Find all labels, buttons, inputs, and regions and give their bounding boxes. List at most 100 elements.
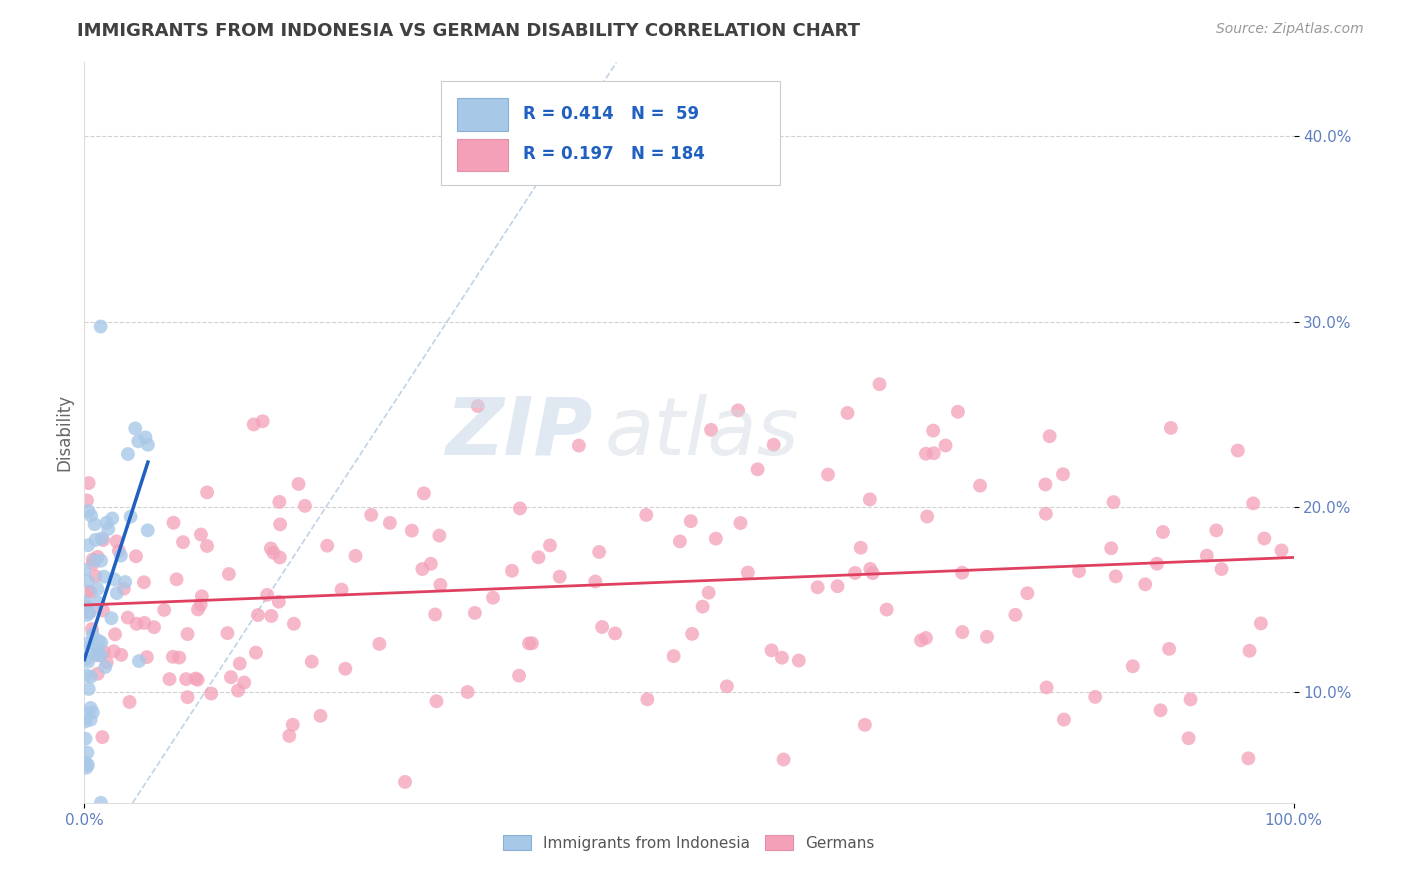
Point: [869, 377, 891, 392]
Point: [176, 627, 198, 641]
Point: [309, 709, 332, 723]
Point: [187, 602, 209, 616]
Point: [246, 608, 269, 623]
Point: [509, 501, 531, 516]
Point: [128, 654, 150, 668]
Point: [217, 626, 239, 640]
Point: [80, 622, 103, 636]
Point: [87, 666, 110, 681]
Point: [378, 516, 401, 530]
Point: [117, 447, 139, 461]
Point: [101, 511, 124, 525]
Point: [167, 650, 190, 665]
Point: [260, 609, 283, 624]
Point: [90, 648, 112, 663]
Point: [77, 538, 100, 552]
Point: [77, 574, 100, 588]
Point: [124, 421, 146, 435]
Point: [191, 589, 214, 603]
Point: [669, 534, 692, 549]
Point: [1102, 495, 1125, 509]
Point: [915, 509, 938, 524]
Point: [166, 572, 188, 586]
Point: [82, 627, 104, 641]
Point: [200, 687, 222, 701]
Point: [950, 625, 973, 640]
Point: [807, 580, 830, 594]
Point: [233, 675, 256, 690]
Point: [187, 673, 209, 687]
Point: [1146, 557, 1168, 571]
Point: [761, 643, 783, 657]
Point: [76, 584, 98, 599]
Point: [77, 476, 100, 491]
Point: [747, 462, 769, 476]
Point: [76, 706, 98, 721]
Point: [1211, 562, 1233, 576]
Point: [229, 657, 252, 671]
Point: [1195, 549, 1218, 563]
Point: [190, 598, 212, 612]
Point: [425, 607, 447, 622]
Point: [79, 701, 101, 715]
Point: [1004, 607, 1026, 622]
Point: [876, 602, 898, 616]
Point: [86, 582, 108, 596]
Point: [90, 532, 112, 546]
Point: [278, 729, 301, 743]
Point: [75, 714, 97, 729]
Point: [1035, 507, 1057, 521]
Point: [605, 626, 627, 640]
Point: [263, 546, 285, 560]
FancyBboxPatch shape: [457, 138, 508, 171]
Point: [394, 775, 416, 789]
Point: [134, 615, 156, 630]
Point: [859, 562, 882, 576]
Point: [136, 438, 159, 452]
Point: [1035, 477, 1057, 491]
Point: [946, 405, 969, 419]
Text: Source: ZipAtlas.com: Source: ZipAtlas.com: [1216, 22, 1364, 37]
Point: [1270, 543, 1292, 558]
Point: [125, 616, 148, 631]
Point: [915, 631, 938, 645]
Point: [922, 424, 945, 438]
Point: [425, 694, 447, 708]
Point: [184, 672, 207, 686]
Point: [87, 644, 110, 658]
Point: [83, 517, 105, 532]
Point: [73, 595, 96, 609]
Point: [429, 578, 451, 592]
Point: [112, 582, 135, 596]
Point: [96, 655, 118, 669]
Text: R = 0.414   N =  59: R = 0.414 N = 59: [523, 104, 699, 122]
Text: atlas: atlas: [605, 393, 799, 472]
Point: [1084, 690, 1107, 704]
Point: [90, 796, 112, 810]
Point: [110, 648, 132, 662]
Point: [162, 649, 184, 664]
Point: [269, 517, 291, 532]
Point: [520, 636, 543, 650]
Point: [103, 573, 125, 587]
Point: [588, 545, 610, 559]
Point: [922, 446, 945, 460]
Point: [412, 486, 434, 500]
Point: [910, 633, 932, 648]
Point: [162, 516, 184, 530]
Point: [143, 620, 166, 634]
Point: [817, 467, 839, 482]
Point: [77, 758, 100, 772]
Point: [91, 533, 114, 547]
Point: [772, 752, 794, 766]
Point: [80, 640, 103, 654]
Text: IMMIGRANTS FROM INDONESIA VS GERMAN DISABILITY CORRELATION CHART: IMMIGRANTS FROM INDONESIA VS GERMAN DISA…: [77, 22, 860, 40]
Point: [662, 649, 685, 664]
Point: [1052, 467, 1074, 482]
Point: [1250, 616, 1272, 631]
Point: [120, 509, 142, 524]
Point: [770, 650, 793, 665]
Point: [1017, 586, 1039, 600]
Point: [681, 627, 703, 641]
Point: [86, 595, 108, 609]
